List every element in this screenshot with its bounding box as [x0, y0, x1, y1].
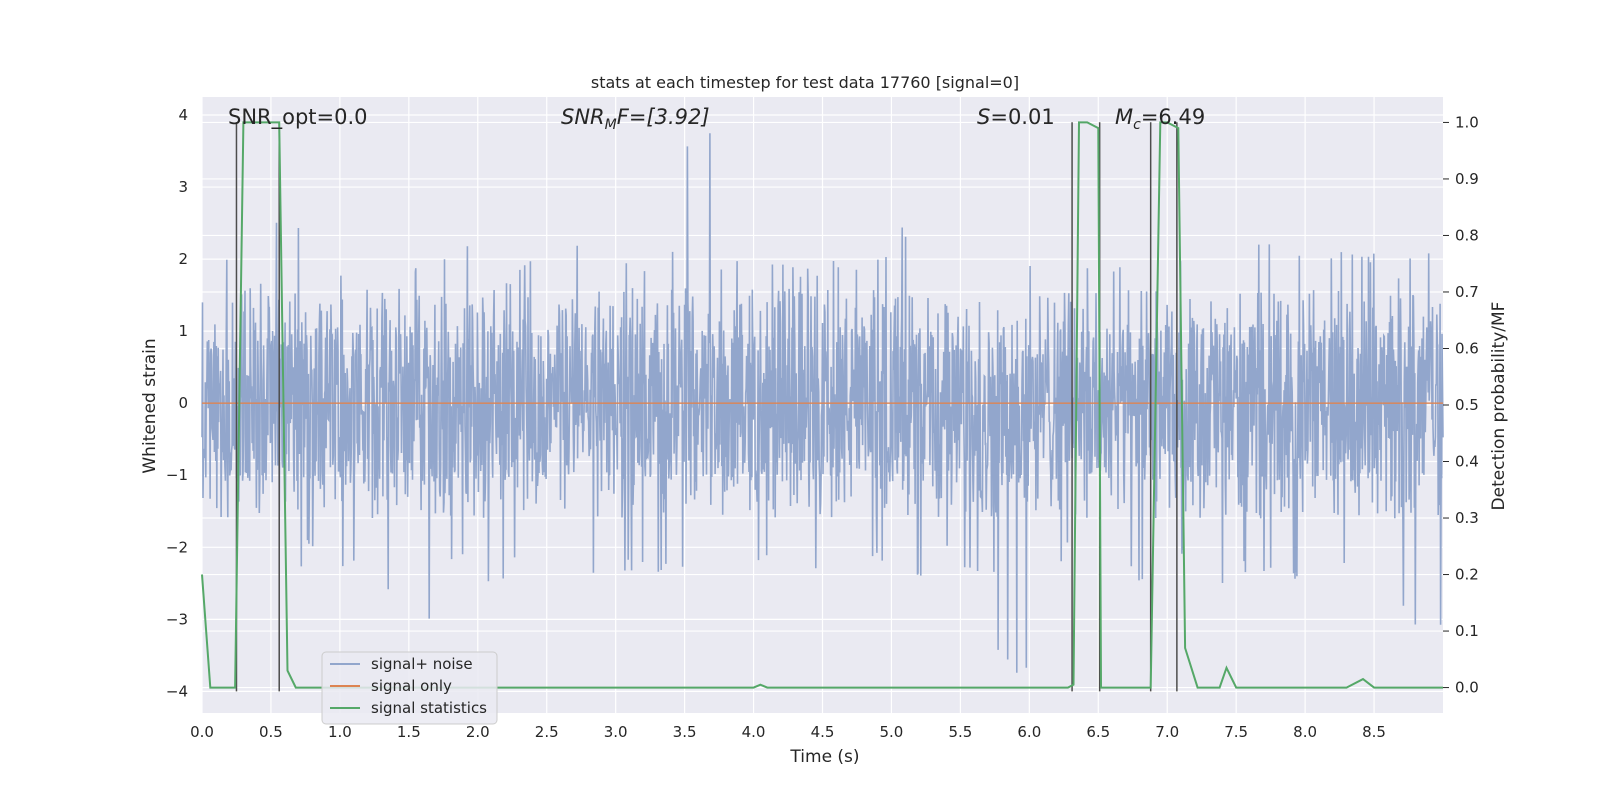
s-symbol: S [977, 105, 990, 129]
y-tick-label: −2 [166, 538, 188, 556]
x-tick-label: 7.5 [1224, 723, 1248, 741]
s-annotation: S=0.01 [977, 105, 1055, 129]
x-tick-label: 1.5 [397, 723, 421, 741]
x-tick-label: 6.5 [1086, 723, 1110, 741]
x-tick-label: 3.5 [673, 723, 697, 741]
y-tick-label: −4 [166, 682, 188, 700]
x-tick-label: 3.0 [604, 723, 628, 741]
y2-axis-label: Detection probability/MF [1489, 302, 1509, 511]
y2-tick-label: 0.9 [1455, 170, 1479, 188]
x-tick-label: 8.0 [1293, 723, 1317, 741]
y2-tick-label: 0.2 [1455, 566, 1479, 584]
y2-tick-label: 0.0 [1455, 679, 1479, 697]
snr-opt-annotation: SNR_opt=0.0 [228, 105, 368, 130]
x-tick-label: 5.0 [880, 723, 904, 741]
x-tick-label: 2.0 [466, 723, 490, 741]
y-tick-label: 1 [178, 322, 188, 340]
y-tick-label: −1 [166, 466, 188, 484]
x-tick-label: 5.5 [948, 723, 972, 741]
y-tick-label: 2 [178, 250, 188, 268]
x-tick-label: 1.0 [328, 723, 352, 741]
snr-mf-symbol: SNR [561, 105, 605, 129]
y-tick-label: −3 [166, 610, 188, 628]
y2-tick-label: 0.6 [1455, 339, 1479, 357]
legend-label-noise: signal+ noise [371, 655, 473, 673]
x-axis-label: Time (s) [789, 747, 859, 767]
y2-tick-label: 1.0 [1455, 113, 1479, 131]
signal-statistics-series-layer [201, 121, 1443, 689]
snr-mf-value: F=[3.92] [617, 105, 710, 129]
y-tick-label: 3 [178, 178, 188, 196]
s-value: =0.01 [990, 105, 1054, 129]
mc-annotation: Mc=6.49 [1115, 105, 1205, 133]
x-tick-label: 8.5 [1362, 723, 1386, 741]
tick-labels: 0.0 0.5 1.0 1.5 2.0 2.5 3.0 3.5 4.0 4.5 5.0 5.5 6.0 6… [166, 106, 1479, 741]
noise-series-line [201, 133, 1444, 673]
y2-tick-label: 0.7 [1455, 283, 1479, 301]
mc-symbol: M [1115, 105, 1133, 129]
chart-title: stats at each timestep for test data 177… [591, 73, 1019, 92]
legend-box [321, 651, 498, 725]
snr-mf-subscript: M [605, 117, 617, 133]
y2-tick-label: 0.1 [1455, 622, 1479, 640]
noise-series-layer [201, 133, 1444, 673]
legend-label-signal: signal only [371, 677, 452, 695]
x-tick-label: 0.0 [190, 723, 214, 741]
legend: signal+ noise signal only signal statist… [321, 651, 498, 725]
y2-tick-label: 0.8 [1455, 226, 1479, 244]
legend-label-stats: signal statistics [371, 699, 487, 717]
y2-tick-label: 0.3 [1455, 509, 1479, 527]
snr-mf-annotation: SNRMF=[3.92] [561, 105, 710, 133]
x-tick-label: 4.5 [811, 723, 835, 741]
signal-statistics-line [201, 121, 1443, 689]
mc-value: =6.49 [1141, 105, 1205, 129]
y-axis-label: Whitened strain [140, 338, 160, 473]
y-tick-label: 4 [178, 106, 188, 124]
x-tick-label: 0.5 [259, 723, 283, 741]
x-tick-label: 6.0 [1017, 723, 1041, 741]
y-tick-label: 0 [178, 394, 188, 412]
x-tick-label: 4.0 [742, 723, 766, 741]
y2-tick-label: 0.5 [1455, 396, 1479, 414]
x-tick-label: 7.0 [1155, 723, 1179, 741]
mc-subscript: c [1133, 117, 1141, 133]
x-tick-label: 2.5 [535, 723, 559, 741]
y2-tick-label: 0.4 [1455, 453, 1479, 471]
